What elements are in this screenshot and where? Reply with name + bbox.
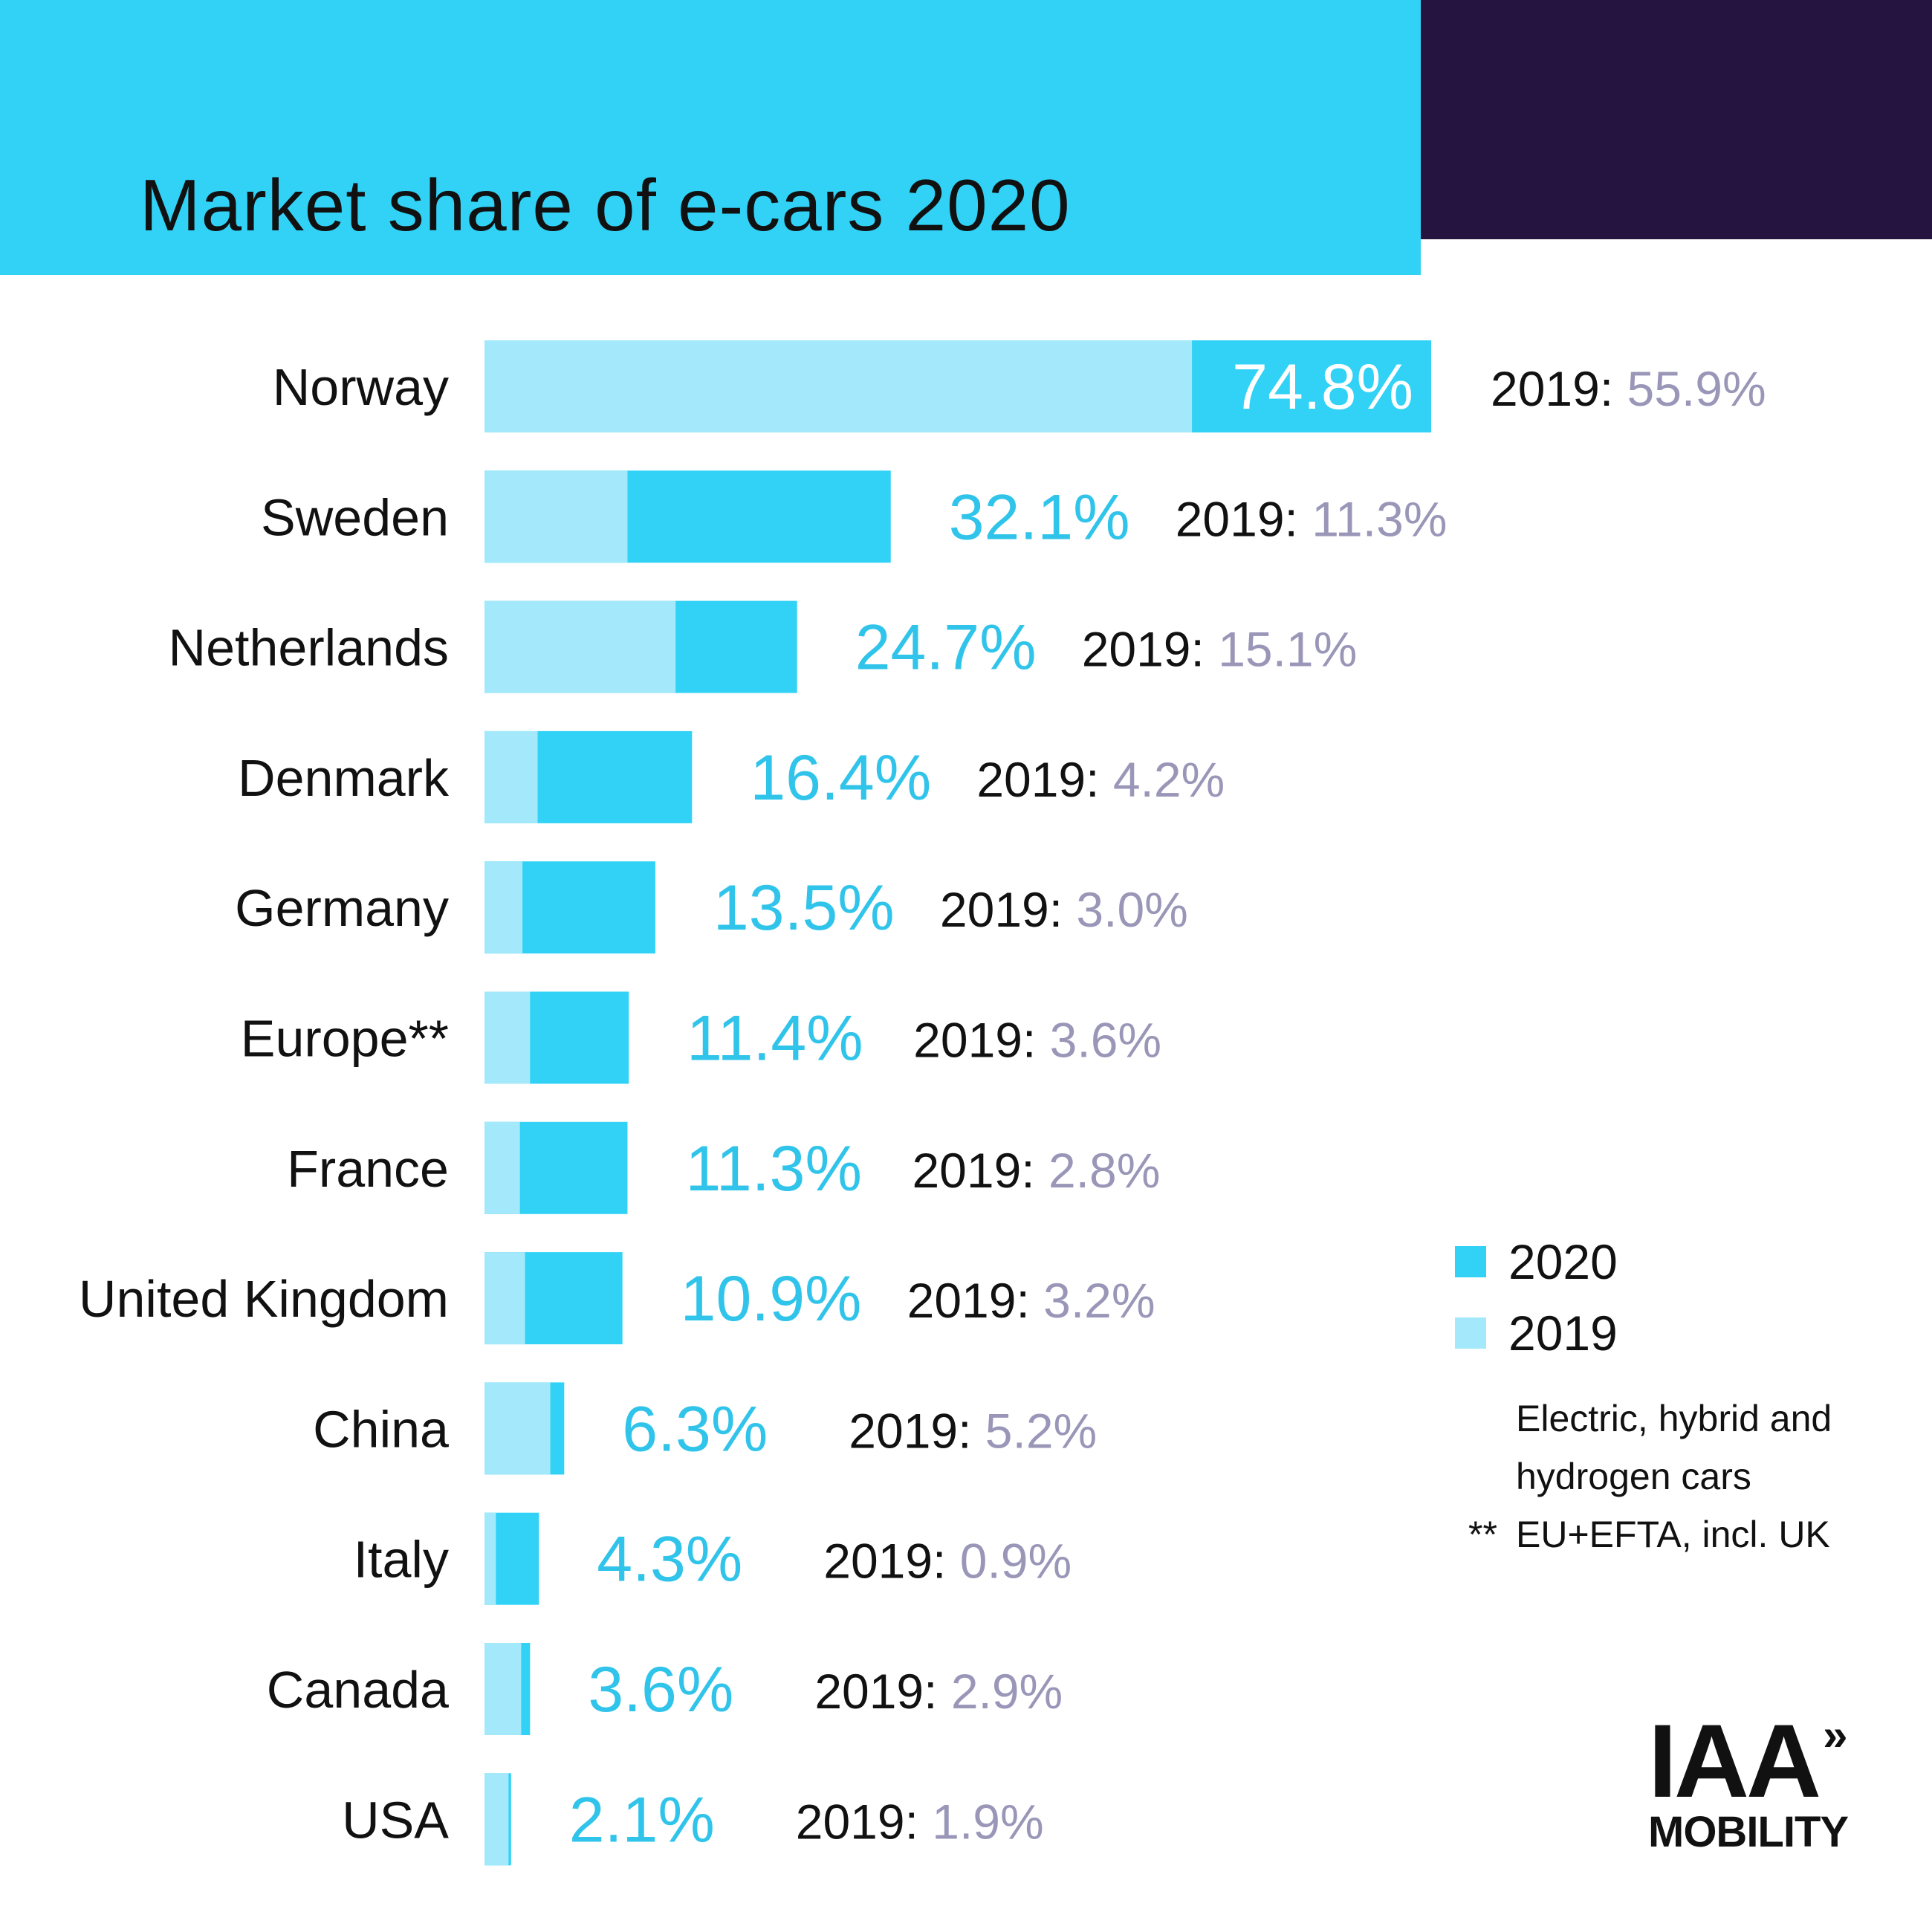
prev-year-value: 11.3% [1312, 491, 1447, 546]
footnote-mark: ** [1468, 1514, 1497, 1555]
category-label: Denmark [238, 749, 450, 807]
legend-item-2020: 2020 [1455, 1226, 1618, 1297]
value-label-2019: 2019: 11.3% [1176, 491, 1448, 546]
prev-year-value: 2.9% [951, 1664, 1063, 1719]
prev-year-value: 3.2% [1043, 1273, 1155, 1328]
logo-sub-text: MOBILITY [1648, 1808, 1849, 1856]
category-label: Norway [273, 358, 449, 416]
prev-year-value: 1.9% [932, 1794, 1043, 1849]
value-label-2019: 2019: 1.9% [796, 1794, 1044, 1849]
prev-year-prefix: 2019: [1082, 622, 1219, 677]
bar-2019 [484, 1121, 520, 1214]
value-label-2019: 2019: 5.2% [849, 1403, 1097, 1458]
value-label-2020: 6.3% [622, 1393, 768, 1465]
footnote-line-1: Electric, hybrid and [1516, 1398, 1832, 1439]
logo-chevron-icon: » [1823, 1710, 1847, 1760]
legend-swatch-2019 [1455, 1317, 1486, 1349]
value-label-2020: 2.1% [569, 1784, 715, 1855]
bar-2019 [484, 1773, 509, 1866]
header-band [0, 0, 1421, 275]
value-label-2020: 3.6% [588, 1654, 733, 1725]
value-label-2020: 10.9% [681, 1263, 862, 1335]
bar-2019 [484, 340, 1193, 432]
prev-year-prefix: 2019: [796, 1794, 933, 1849]
value-label-2020: 11.3% [685, 1133, 861, 1205]
prev-year-value: 15.1% [1218, 622, 1357, 677]
footnote-line-2: hydrogen cars [1516, 1456, 1751, 1497]
bar-2019 [484, 730, 538, 823]
category-label: USA [342, 1791, 449, 1849]
value-label-2020: 13.5% [713, 872, 895, 944]
prev-year-prefix: 2019: [976, 752, 1113, 807]
chart-title: Market share of e-cars 2020 [140, 164, 1071, 246]
value-label-2019: 2019: 4.2% [976, 752, 1225, 807]
prev-year-value: 5.2% [985, 1403, 1097, 1458]
prev-year-prefix: 2019: [814, 1664, 951, 1719]
legend-label-2019: 2019 [1508, 1306, 1618, 1361]
bar-2019 [484, 1382, 551, 1475]
legend-item-2019: 2019 [1455, 1297, 1618, 1369]
bar-2019 [484, 1512, 496, 1605]
bar-2019 [484, 470, 628, 563]
category-label: China [313, 1400, 449, 1458]
bar-2019 [484, 1252, 525, 1345]
value-label-2019: 2019: 2.9% [814, 1664, 1063, 1719]
value-label-2020: 11.4% [687, 1003, 863, 1074]
prev-year-prefix: 2019: [823, 1534, 960, 1589]
prev-year-value: 0.9% [960, 1534, 1072, 1589]
value-label-2019: 2019: 2.8% [912, 1143, 1160, 1198]
legend-swatch-2020 [1455, 1246, 1486, 1277]
value-label-2020: 16.4% [750, 742, 931, 814]
value-label-2020: 24.7% [855, 612, 1037, 684]
value-label-2019: 2019: 15.1% [1082, 622, 1358, 677]
bar-2019 [484, 600, 676, 693]
value-label-2019: 2019: 3.0% [940, 882, 1188, 937]
prev-year-prefix: 2019: [940, 882, 1077, 937]
value-label-2019: 2019: 3.6% [913, 1013, 1161, 1068]
legend-label-2020: 2020 [1508, 1234, 1618, 1289]
bar-2019 [484, 1643, 522, 1735]
legend: 2020 2019 [1455, 1226, 1618, 1369]
category-label: Netherlands [169, 619, 449, 677]
bar-2019 [484, 991, 531, 1084]
prev-year-prefix: 2019: [913, 1013, 1050, 1068]
prev-year-value: 55.9% [1627, 361, 1766, 416]
category-label: Canada [267, 1661, 449, 1719]
prev-year-value: 2.8% [1048, 1143, 1160, 1198]
prev-year-prefix: 2019: [849, 1403, 985, 1458]
category-label: Italy [354, 1531, 449, 1589]
prev-year-prefix: 2019: [907, 1273, 1044, 1328]
logo-main-text: IAA [1648, 1702, 1821, 1819]
category-label: Sweden [261, 488, 449, 546]
value-label-2019: 2019: 0.9% [823, 1534, 1072, 1589]
prev-year-value: 3.0% [1076, 882, 1187, 937]
footnote-line-3: EU+EFTA, incl. UK [1516, 1514, 1830, 1555]
footnote-europe: ** EU+EFTA, incl. UK [1462, 1505, 1923, 1563]
category-label: United Kingdom [79, 1270, 449, 1328]
prev-year-prefix: 2019: [912, 1143, 1048, 1198]
value-label-2020: 74.8% [1232, 351, 1413, 423]
bar-2019 [484, 861, 523, 954]
value-label-2020: 4.3% [597, 1524, 742, 1595]
category-label: Europe** [241, 1010, 449, 1068]
prev-year-prefix: 2019: [1176, 491, 1312, 546]
category-label: France [287, 1140, 449, 1198]
header-dark-block [1421, 0, 1932, 239]
footnotes: Electric, hybrid and hydrogen cars ** EU… [1462, 1390, 1923, 1563]
value-label-2019: 2019: 3.2% [907, 1273, 1155, 1328]
value-label-2020: 32.1% [949, 482, 1130, 553]
value-label-2019: 2019: 55.9% [1491, 361, 1766, 416]
category-label: Germany [235, 879, 449, 937]
prev-year-prefix: 2019: [1491, 361, 1627, 416]
prev-year-value: 4.2% [1113, 752, 1225, 807]
iaa-mobility-logo: IAA » MOBILITY [1648, 1702, 1849, 1856]
prev-year-value: 3.6% [1050, 1013, 1161, 1068]
